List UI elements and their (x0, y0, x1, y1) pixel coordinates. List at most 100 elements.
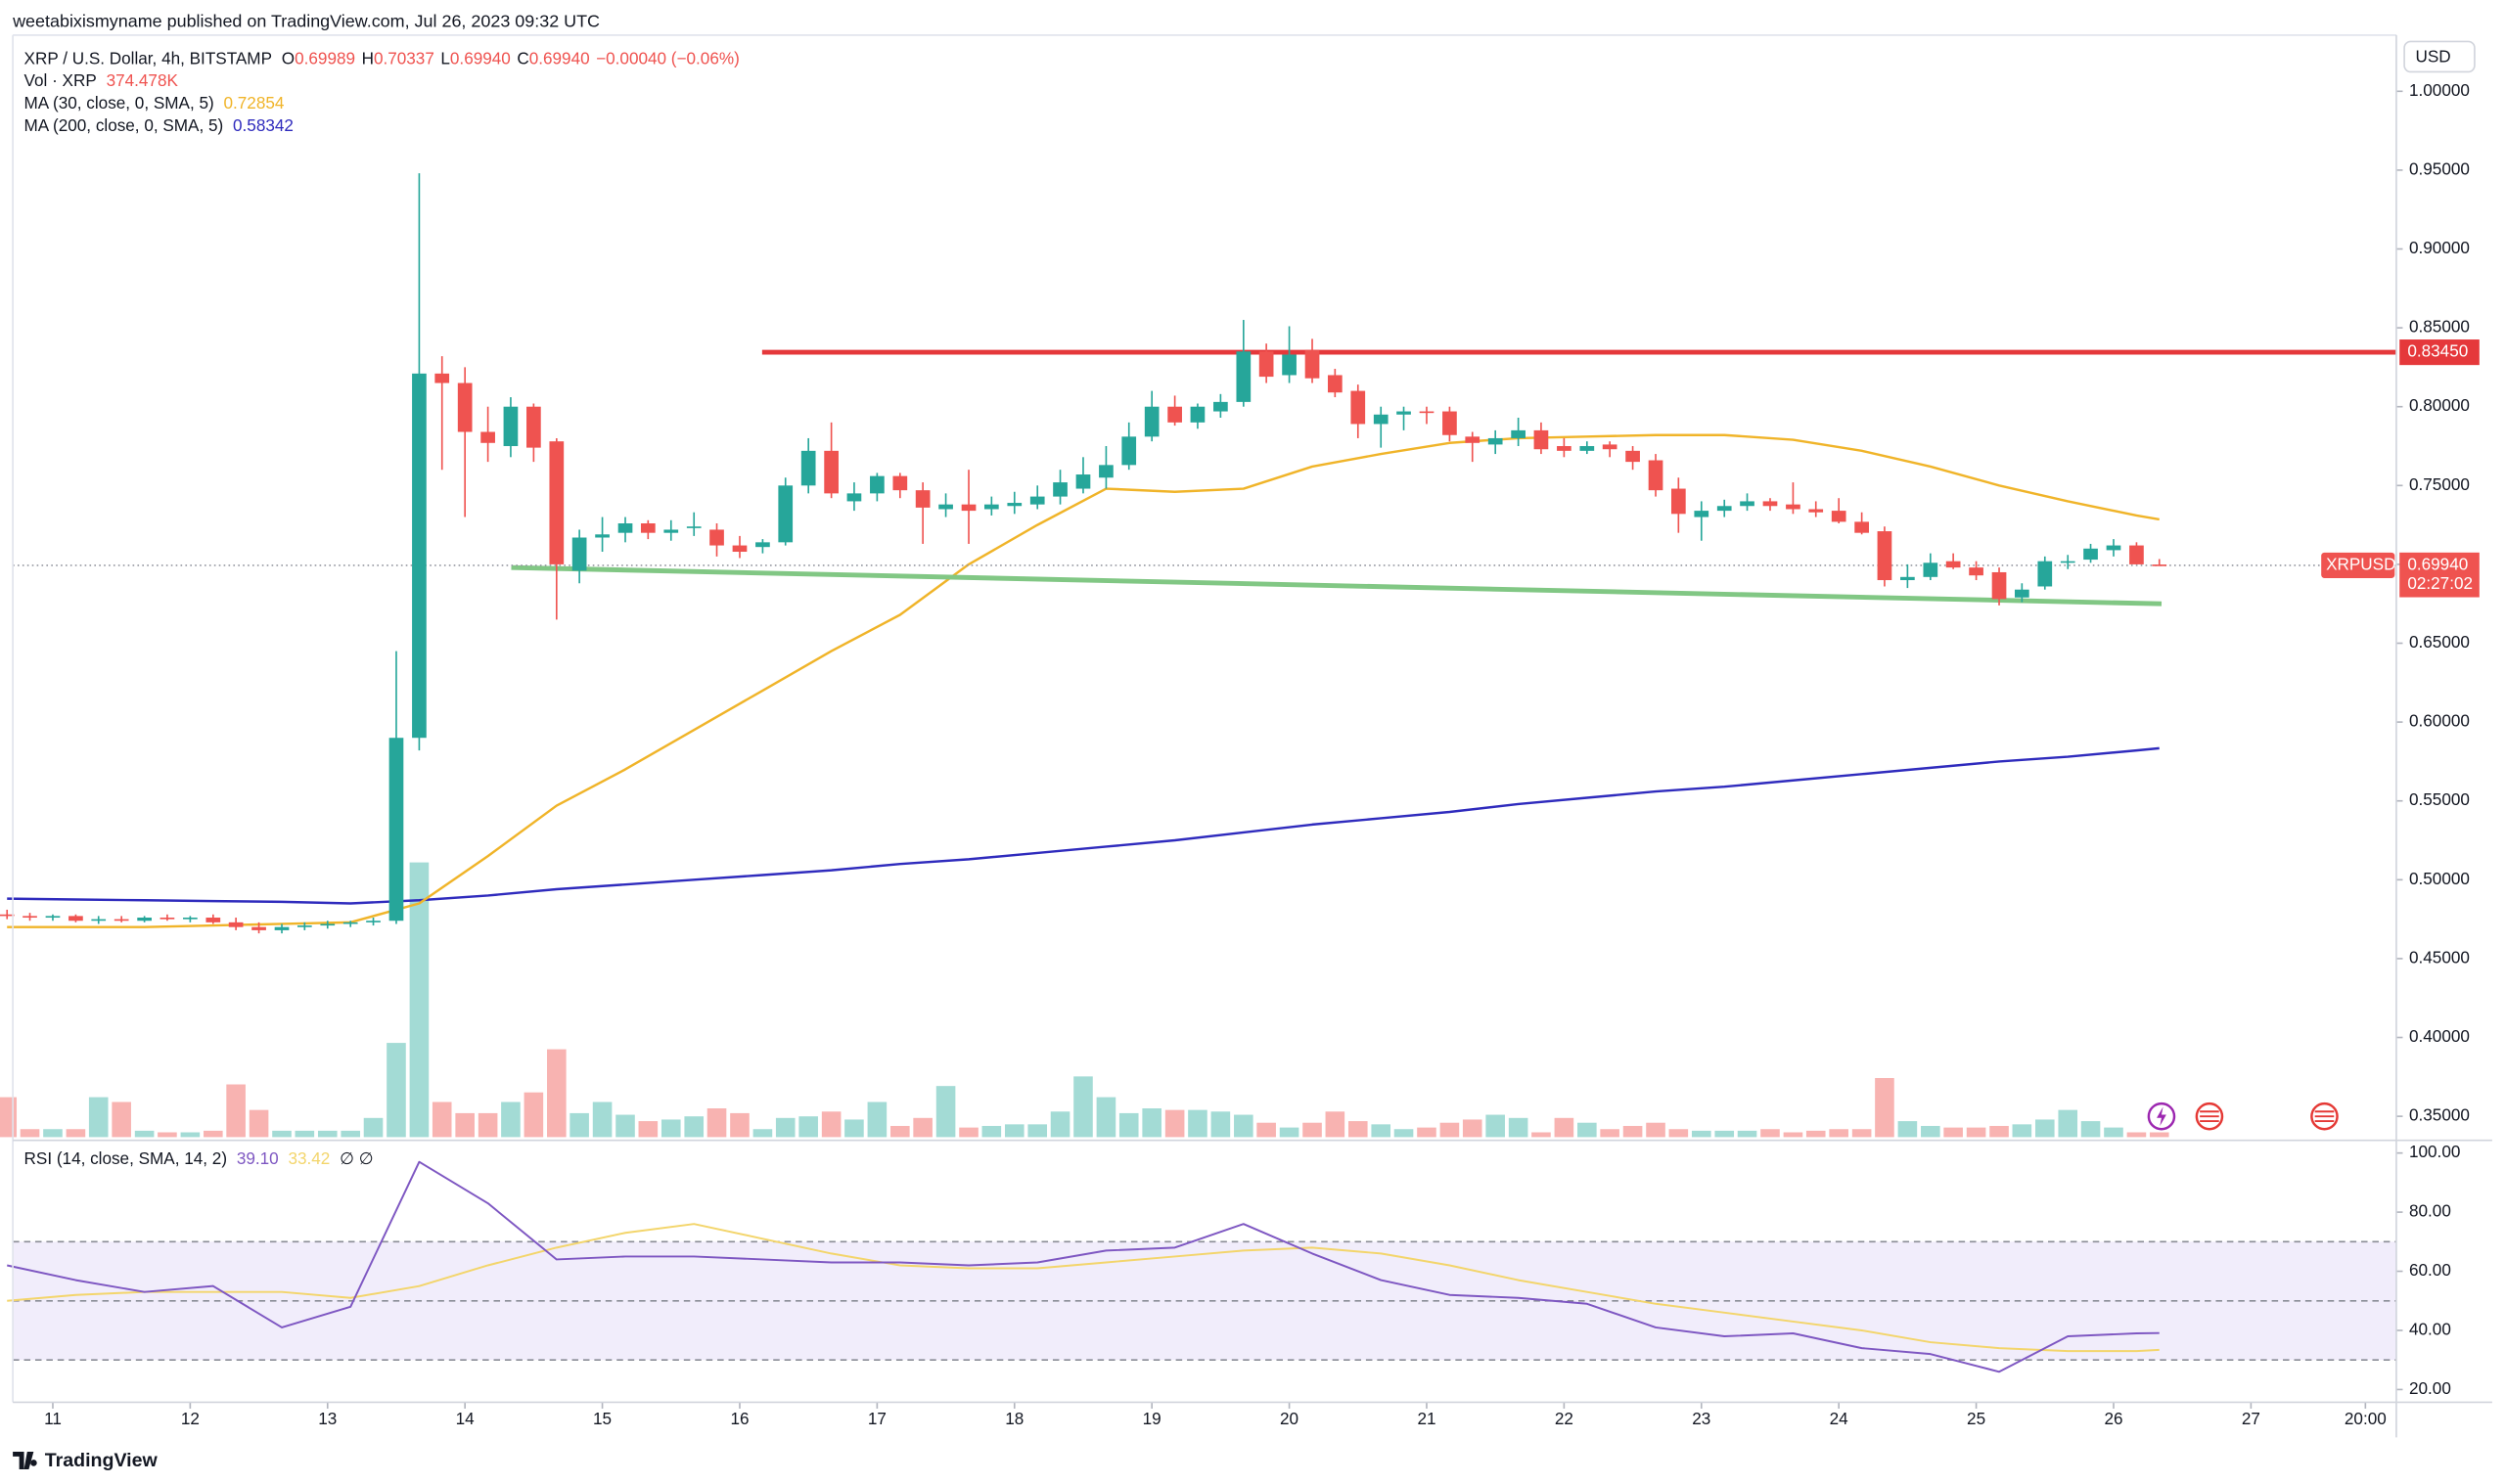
candle-body (938, 504, 953, 510)
volume-name: Vol · XRP (24, 70, 97, 90)
volume-bar (1600, 1129, 1619, 1138)
symbol-label: XRPUSD (2326, 554, 2395, 573)
x-tick-label: 21 (1417, 1409, 1435, 1428)
candle-body (1236, 351, 1252, 402)
volume-bar (1279, 1127, 1299, 1138)
y-tick-label: 0.65000 (2409, 632, 2470, 652)
candle-body (1350, 390, 1366, 425)
volume-bar (158, 1132, 177, 1138)
candle-body (1991, 571, 2007, 600)
y-tick-label: 0.75000 (2409, 474, 2470, 494)
event-icon-glyph (2200, 1110, 2219, 1123)
volume-bar (295, 1130, 315, 1138)
candle-body (457, 382, 473, 432)
y-tick-label: 0.90000 (2409, 238, 2470, 257)
candle-body (1716, 506, 1732, 512)
candle-body (640, 523, 656, 533)
volume-bar (1118, 1112, 1139, 1138)
candle-body (480, 431, 495, 443)
volume-bar (66, 1129, 86, 1138)
brand-name: TradingView (45, 1450, 159, 1471)
x-tick-label: 11 (44, 1409, 62, 1428)
candle-body (159, 918, 175, 920)
volume-bar (1829, 1129, 1848, 1138)
volume-bar (2012, 1124, 2032, 1138)
y-tick-label: 0.85000 (2409, 317, 2470, 337)
volume-bar (1073, 1076, 1093, 1138)
volume-bar (844, 1119, 864, 1138)
volume-bar (1805, 1130, 1826, 1138)
event-icons (2147, 1102, 2339, 1131)
candle-body (23, 916, 37, 919)
candle-body (1258, 351, 1274, 378)
volume-bar (638, 1121, 659, 1138)
candle-body (45, 916, 61, 919)
volume-bar (1737, 1130, 1757, 1138)
ohlc-value: 0.69940 (529, 48, 590, 67)
ma-value: 0.72854 (223, 93, 284, 112)
volume-value: 374.478K (107, 70, 179, 90)
volume-bar (592, 1102, 613, 1138)
candle-body (2129, 545, 2144, 564)
candle-body (1053, 482, 1068, 497)
x-tick-label: 14 (456, 1409, 476, 1428)
volume-bar (204, 1130, 223, 1138)
price-label: 0.83450 (2407, 341, 2468, 361)
change: −0.00040 (−0.06%) (596, 48, 740, 67)
candle-body (1786, 504, 1800, 510)
candle-body (1419, 411, 1435, 414)
candle-body (274, 926, 290, 930)
y-tick-label: 1.00000 (2409, 80, 2470, 100)
candle-body (1831, 511, 1846, 522)
candle-body (68, 916, 83, 922)
last-price-box (2399, 552, 2480, 598)
candle-body (755, 542, 770, 548)
currency[interactable]: USD (2416, 46, 2451, 66)
candle-body (2060, 561, 2075, 563)
volume-bar (615, 1114, 635, 1138)
volume-bar (959, 1127, 979, 1138)
y-tick-label: 100.00 (2409, 1142, 2460, 1161)
candle-body (1694, 511, 1709, 517)
volume-bar (1783, 1132, 1803, 1138)
volume-bar (1875, 1077, 1894, 1138)
ohlc-key: O (282, 48, 295, 67)
ohlc-key: C (517, 48, 528, 67)
currency-button[interactable] (2403, 40, 2476, 73)
candle-body (526, 406, 541, 448)
volume-legend: Vol · XRP 374.478K (24, 70, 179, 90)
candle-body (1442, 411, 1457, 435)
trend-line (511, 564, 2163, 607)
candle-body (1557, 446, 1571, 451)
candle-body (1533, 429, 1549, 450)
candle-body (1007, 503, 1023, 507)
moving-average (7, 746, 2160, 905)
volume-bar (867, 1102, 888, 1138)
volume-bar (134, 1130, 155, 1138)
candle-body (1373, 414, 1389, 425)
volume-bar (2104, 1127, 2123, 1138)
volume-bar (547, 1049, 567, 1138)
volume-bar (409, 862, 430, 1138)
y-tick-label: 40.00 (2409, 1320, 2451, 1339)
x-tick-label: 25 (1967, 1409, 1985, 1428)
y-tick-label: 80.00 (2409, 1201, 2451, 1221)
volume-bar (1646, 1122, 1665, 1138)
x-tick-label: 12 (181, 1409, 200, 1428)
x-tick-label: 19 (1143, 1409, 1161, 1428)
candle-body (388, 738, 404, 922)
volume-bar (1256, 1122, 1276, 1138)
volume-bar (341, 1130, 361, 1138)
y-tick-label: 0.35000 (2409, 1105, 2470, 1125)
volume-bar (1851, 1129, 1872, 1138)
ma-legend: MA (30, close, 0, SMA, 5) 0.72854 (24, 93, 285, 112)
volume-bar (1760, 1129, 1780, 1138)
candle-body (1762, 501, 1778, 507)
volume-bar (1531, 1132, 1551, 1138)
volume-bar (1393, 1129, 1414, 1138)
volume-bar (1096, 1097, 1116, 1138)
candle-body (549, 441, 565, 564)
candle-body (1327, 375, 1343, 393)
volume-bar (1142, 1108, 1161, 1138)
